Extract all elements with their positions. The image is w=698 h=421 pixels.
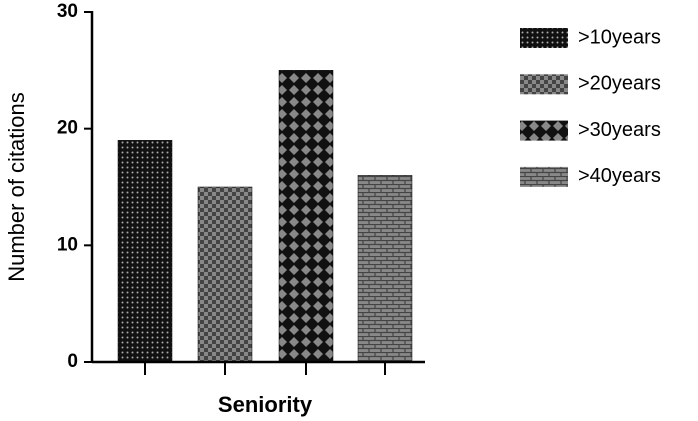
x-axis-title: Seniority <box>218 392 313 417</box>
y-tick-label: 20 <box>57 118 78 139</box>
bar <box>357 175 413 363</box>
bar <box>278 70 334 363</box>
bar <box>117 140 173 363</box>
legend-label: >10years <box>578 26 661 48</box>
legend-swatch <box>520 28 568 48</box>
y-axis-title: Number of citations <box>4 92 29 282</box>
legend-swatch <box>520 120 568 141</box>
legend-label: >30years <box>578 119 661 141</box>
legend-label: >20years <box>578 73 661 95</box>
legend-swatch <box>520 166 568 187</box>
y-tick-label: 10 <box>57 234 78 255</box>
y-tick-label: 30 <box>57 1 78 22</box>
legend-label: >40years <box>578 165 661 187</box>
legend-swatch <box>520 74 568 95</box>
y-tick-label: 0 <box>67 351 78 372</box>
bar <box>197 186 253 363</box>
